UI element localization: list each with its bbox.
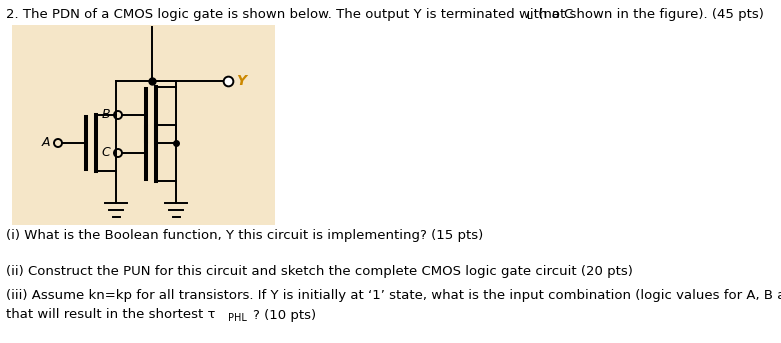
Text: B: B [102, 108, 110, 121]
Bar [12, 25, 275, 225]
Text: A: A [41, 137, 50, 150]
Text: (not shown in the figure). (45 pts): (not shown in the figure). (45 pts) [534, 8, 764, 21]
Text: that will result in the shortest τ: that will result in the shortest τ [6, 308, 216, 321]
Text: (ii) Construct the PUN for this circuit and sketch the complete CMOS logic gate : (ii) Construct the PUN for this circuit … [6, 264, 633, 277]
Text: C: C [102, 146, 110, 159]
Text: PHL: PHL [228, 313, 247, 323]
Text: (i) What is the Boolean function, Y this circuit is implementing? (15 pts): (i) What is the Boolean function, Y this… [6, 228, 483, 241]
Text: 2. The PDN of a CMOS logic gate is shown below. The output Y is terminated with : 2. The PDN of a CMOS logic gate is shown… [6, 8, 573, 21]
Text: ? (10 pts): ? (10 pts) [253, 308, 316, 321]
Text: L: L [527, 11, 533, 21]
Text: (iii) Assume kn=kp for all transistors. If Y is initially at ‘1’ state, what is : (iii) Assume kn=kp for all transistors. … [6, 289, 781, 303]
Text: Y: Y [236, 74, 246, 88]
